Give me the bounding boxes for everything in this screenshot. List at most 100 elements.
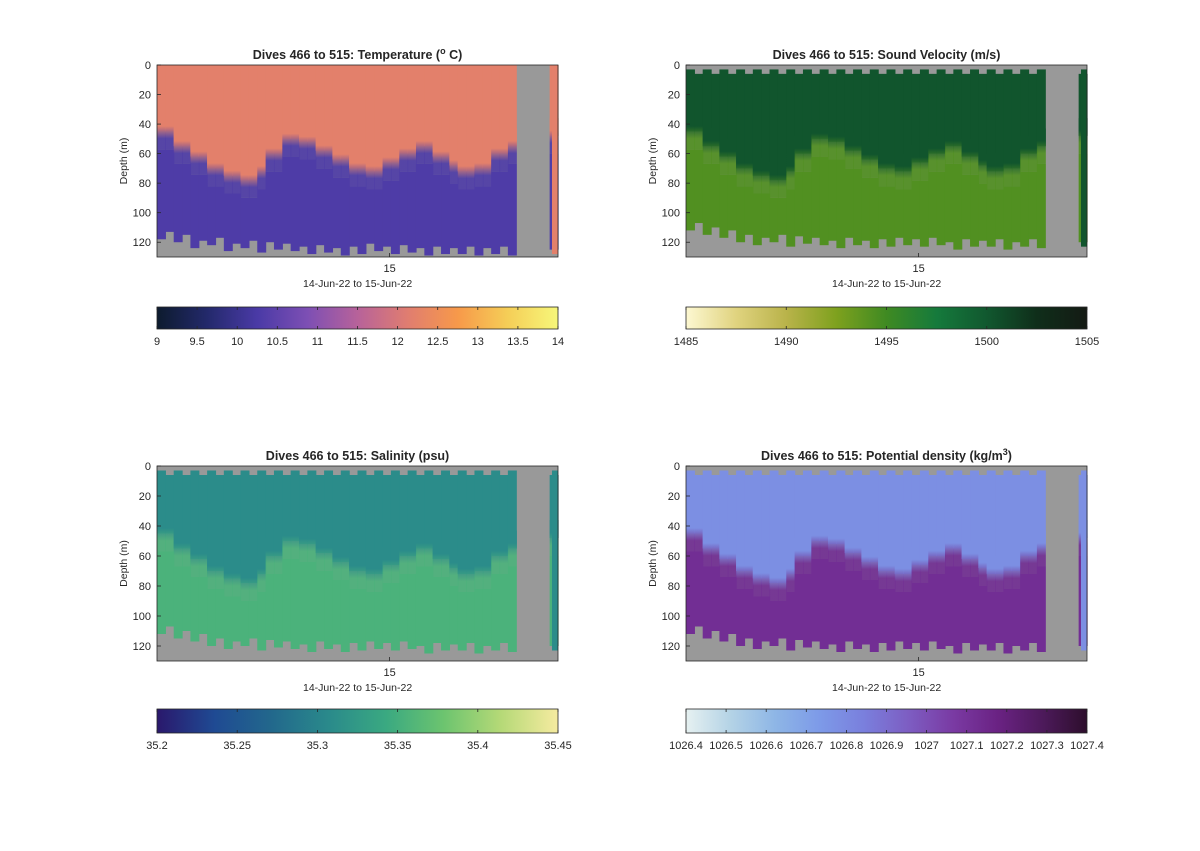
profile-transition-34: [441, 138, 450, 175]
profile-transition-20: [324, 132, 334, 169]
profile-transition-1: [694, 515, 704, 552]
profile-lower-8: [223, 596, 233, 649]
profile-upper-1: [165, 475, 175, 534]
y-tick-label: 0: [674, 461, 680, 473]
profile-lower-38: [1003, 589, 1013, 654]
profile-lower-5: [727, 174, 737, 231]
profile-upper-12: [786, 69, 796, 172]
profile-lower-31: [415, 566, 425, 646]
axes-box: [156, 64, 559, 258]
profile-transition-40: [491, 135, 501, 172]
profile-upper-8: [223, 470, 233, 579]
profile-lower-14: [802, 574, 812, 648]
profile-lower-22: [340, 580, 350, 652]
profile-upper-33: [432, 65, 442, 157]
profile-lower-39: [1011, 589, 1021, 646]
profile-upper-17: [299, 65, 308, 142]
profile-lower-2: [702, 163, 712, 235]
profile-upper-35: [449, 475, 459, 568]
profile-upper-2: [173, 470, 183, 549]
profile-lower-2: [173, 566, 183, 639]
profile-lower-37: [995, 592, 1005, 643]
profile-lower-1: [694, 149, 704, 224]
profile-transition-33: [432, 541, 442, 577]
profile-transition-38: [474, 553, 484, 589]
profile-lower-28: [390, 583, 400, 651]
profile-transition-24: [357, 553, 367, 589]
profile-upper-38: [1003, 470, 1013, 571]
profile-transition-1: [165, 113, 175, 150]
profile-upper-23: [878, 475, 888, 571]
profile-transition-38: [1003, 150, 1013, 187]
colorbar-tick-label: 10.5: [267, 336, 288, 348]
profile-lower-24: [886, 589, 896, 651]
profile-upper-4: [190, 470, 200, 559]
profile-lower-36: [986, 189, 996, 247]
colorbar-tick-label: 1027: [914, 740, 938, 752]
profile-upper-26: [903, 470, 913, 574]
profile-transition-3: [182, 530, 192, 567]
profile-upper-4: [190, 65, 200, 157]
profile-upper-14: [802, 470, 812, 556]
profile-transition-18: [836, 526, 846, 562]
x-axis-label: 14-Jun-22 to 15-Jun-22: [832, 278, 941, 290]
profile-transition-34: [441, 541, 450, 577]
profile-lower-21: [332, 177, 342, 249]
profile-transition-36: [457, 153, 467, 190]
profile-upper-42: [507, 470, 517, 549]
y-tick-label: 80: [139, 581, 151, 593]
profile-lower-30: [407, 171, 417, 253]
profile-transition-17: [828, 526, 837, 562]
colorbar-tick-label: 9.5: [189, 336, 204, 348]
profile-transition-14: [802, 538, 812, 574]
profile-transition-39: [482, 150, 492, 187]
y-tick-label: 20: [139, 491, 151, 503]
profile-upper-13: [794, 73, 804, 154]
profile-lower-26: [374, 592, 384, 649]
profile-lower-17: [299, 562, 308, 645]
profile-transition-8: [752, 560, 762, 597]
colorbar-tick-label: 1500: [975, 336, 999, 348]
profile-lower-42: [507, 163, 517, 256]
profile-transition-11: [248, 565, 258, 601]
x-tick-label: 15: [383, 263, 395, 275]
profile-transition-0: [686, 113, 695, 150]
profile-upper-25: [365, 65, 375, 172]
title-superscript: o: [440, 46, 446, 56]
profile-lower-19: [315, 571, 325, 642]
colorbar-tick-label: 1490: [774, 336, 798, 348]
profile-transition-4: [719, 541, 729, 577]
profile-transition-13: [794, 135, 804, 172]
profile-upper-12: [257, 470, 267, 574]
profile-transition-4: [190, 138, 200, 175]
profile-upper-1: [694, 73, 704, 132]
profile-lower-13: [265, 171, 275, 243]
chart-title: Dives 466 to 515: Salinity (psu): [266, 449, 449, 463]
profile-upper-1: [165, 65, 175, 132]
profile-lower-11: [248, 197, 258, 241]
profile-upper-34: [441, 65, 450, 157]
profile-transition-28: [919, 547, 929, 583]
profile-transition-16: [819, 121, 829, 157]
profile-transition-20: [853, 132, 863, 169]
colorbar-tick-label: 12: [391, 336, 403, 348]
profile-upper-35: [449, 65, 459, 166]
profile-transition-29: [399, 538, 409, 574]
profile-transition-19: [315, 535, 325, 571]
x-axis-label: 14-Jun-22 to 15-Jun-22: [303, 682, 412, 694]
profile-upper-9: [232, 65, 242, 176]
profile-lower-34: [441, 174, 450, 255]
profile-transition-2: [173, 128, 183, 164]
profile-transition-25: [365, 153, 375, 190]
x-axis-label: 14-Jun-22 to 15-Jun-22: [832, 682, 941, 694]
profile-transition-12: [257, 153, 267, 190]
profile-lower-6: [736, 186, 746, 243]
colorbar-tick-label: 13.5: [507, 336, 528, 348]
profile-transition-8: [752, 158, 762, 194]
y-tick-label: 120: [133, 641, 151, 653]
colorbar-tick-label: 1495: [874, 336, 898, 348]
profile-transition-22: [869, 141, 879, 178]
profile-lower-20: [324, 571, 334, 649]
profile-transition-22: [340, 141, 350, 178]
profile-transition-12: [786, 556, 796, 592]
